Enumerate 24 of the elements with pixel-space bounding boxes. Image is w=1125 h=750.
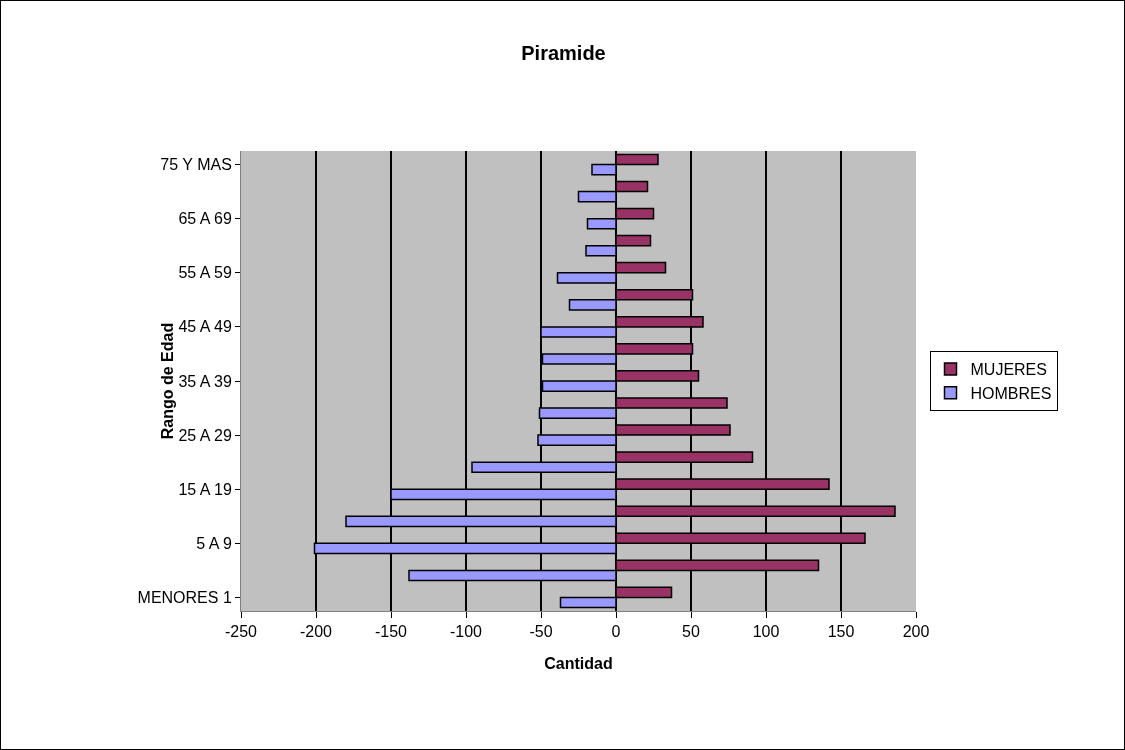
y-tick-label: 5 A 9 <box>196 534 232 552</box>
x-tick-label: -50 <box>529 623 553 641</box>
x-tick-label: -200 <box>299 623 333 641</box>
x-tick-label: 200 <box>902 623 930 641</box>
chart-title: Piramide <box>521 42 606 64</box>
y-tick-label: MENORES 1 <box>137 589 232 607</box>
y-tick-label: 15 A 19 <box>178 480 232 498</box>
x-tick-label: -150 <box>374 623 408 641</box>
y-tick-label: 55 A 59 <box>178 264 232 282</box>
legend-label: MUJERES <box>970 361 1047 379</box>
y-tick-label: 45 A 49 <box>178 318 232 336</box>
y-tick-label: 35 A 39 <box>178 372 232 390</box>
y-axis-title: Rango de Edad <box>159 322 177 440</box>
y-tick-label: 75 Y MAS <box>160 156 232 174</box>
x-tick-label: -100 <box>449 623 483 641</box>
legend-label: HOMBRES <box>970 384 1052 402</box>
x-tick-label: 150 <box>827 623 855 641</box>
x-tick-label: 100 <box>752 623 780 641</box>
y-tick-label: 65 A 69 <box>178 210 232 228</box>
x-tick-label: -250 <box>224 623 258 641</box>
x-axis-title: Cantidad <box>544 655 613 672</box>
y-tick-label: 25 A 29 <box>178 426 232 444</box>
x-tick-label: 0 <box>611 623 621 641</box>
x-tick-label: 50 <box>682 623 700 641</box>
